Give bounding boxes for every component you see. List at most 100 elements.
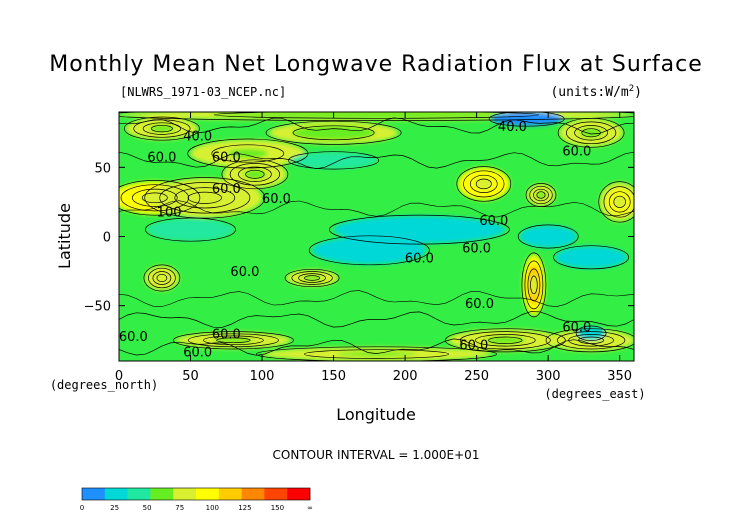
contour-line — [575, 325, 607, 341]
contour-line — [304, 275, 321, 281]
contour-label: 60.0 — [262, 192, 291, 207]
contour-line — [469, 174, 498, 193]
y-axis-label: Latitude — [55, 203, 74, 269]
contour-line — [141, 192, 168, 204]
contour-line — [545, 328, 634, 353]
plot-area: 40.040.060.0 60.0 60.060.060.010060.060.06… — [119, 112, 634, 361]
contour-line — [608, 191, 631, 213]
colorbar-tick-label: 150 — [271, 504, 284, 512]
x-tick-label: 100 — [250, 369, 275, 384]
contour-line — [488, 112, 565, 127]
field-blob — [290, 152, 377, 169]
contour-line — [553, 245, 630, 270]
x-unit-label: (degrees_east) — [544, 387, 645, 401]
contour-line — [488, 336, 523, 344]
contour-line — [123, 116, 200, 141]
contour-line — [255, 346, 498, 361]
y-axis: 50 0 −50 — [84, 161, 634, 315]
contour-line — [598, 181, 634, 223]
field-blob — [243, 169, 266, 180]
chart-title: Monthly Mean Net Longwave Radiation Flux… — [49, 52, 703, 77]
contour-line — [238, 166, 272, 182]
contour-line — [308, 235, 430, 266]
x-axis: 0 50 100 150 200 250 300 350 — [115, 112, 632, 384]
field-blob — [580, 128, 603, 138]
colorbar-tick-label: 125 — [238, 504, 251, 512]
contour-label: 60.0 — [230, 265, 259, 280]
x-tick-label: 200 — [393, 369, 418, 384]
contour-line — [521, 252, 547, 318]
field-blob — [311, 128, 357, 137]
contour-line — [565, 121, 617, 145]
contour-line — [213, 112, 540, 119]
contour-line — [174, 187, 236, 209]
contour-label: 60.0 — [562, 145, 591, 160]
y-tick-label: 50 — [94, 161, 111, 176]
contour-line — [328, 214, 510, 245]
field-blob — [336, 351, 417, 357]
contour-label: 60.0 — [562, 320, 591, 335]
field-blob — [184, 191, 225, 205]
contour-line — [524, 260, 544, 310]
colorbar-swatch — [218, 488, 242, 500]
y-tick-label: −50 — [84, 300, 111, 315]
contour-label: 60.0 — [183, 345, 212, 360]
contour-line — [533, 188, 549, 202]
colorbar-swatch — [104, 488, 128, 500]
units-label: (units:W/m2) — [550, 84, 642, 100]
contour-line — [221, 159, 289, 190]
contour-label: 60.0 — [147, 150, 176, 165]
contour-line — [229, 163, 281, 186]
field-blob — [303, 275, 322, 281]
colorbar-swatch — [264, 488, 288, 500]
contour-line — [463, 170, 505, 198]
contour-line — [304, 349, 449, 359]
contour-line — [292, 125, 375, 141]
contour-label: 60.0 — [459, 338, 488, 353]
contour-line — [298, 273, 326, 283]
contour-line — [143, 264, 181, 292]
contour-line — [475, 178, 492, 190]
contour-line — [459, 331, 551, 350]
colorbar-swatch — [287, 488, 311, 500]
field-blob — [333, 215, 506, 244]
y-unit-label: (degrees_north) — [50, 378, 158, 392]
contour-line — [291, 271, 333, 285]
field-blob — [529, 274, 538, 296]
contour-label: 40.0 — [183, 130, 212, 145]
contour-line — [284, 268, 340, 288]
field-blob — [155, 273, 168, 283]
contour-label: 60.0 — [212, 150, 241, 165]
colorbar-tick-label: 50 — [143, 504, 152, 512]
field-blob — [555, 246, 627, 269]
field-layer — [119, 112, 634, 361]
x-tick-label: 0 — [115, 369, 123, 384]
field-blob — [490, 112, 563, 126]
contour-label-layer: 40.040.060.0 60.0 60.060.060.010060.060.06… — [119, 120, 591, 360]
contour-line — [613, 195, 626, 208]
x-tick-label: 350 — [607, 369, 632, 384]
colorbar-swatch — [196, 488, 220, 500]
contour-label: 60.0 — [462, 242, 491, 257]
contour-label: 60.0 — [212, 182, 241, 197]
colorbar-tick-label: ∞ — [307, 504, 313, 512]
colorbar: 0 25 50 75 100 125 150 ∞ — [80, 487, 313, 512]
contour-line — [530, 275, 538, 295]
colorbar-swatch — [241, 488, 265, 500]
field-blob — [149, 124, 175, 133]
x-axis-label: Longitude — [336, 405, 416, 424]
field-blob — [147, 218, 234, 241]
contour-line — [119, 151, 634, 170]
contour-line — [517, 224, 579, 249]
contour-line — [145, 217, 236, 242]
x-tick-label: 300 — [536, 369, 561, 384]
x-tick-label: 150 — [321, 369, 346, 384]
contour-line — [120, 184, 189, 212]
contour-line — [156, 273, 168, 283]
contour-line — [211, 144, 285, 163]
contour-line — [119, 338, 634, 356]
contour-line — [536, 191, 546, 199]
contour-line — [265, 120, 402, 145]
contour-layer — [119, 112, 634, 361]
